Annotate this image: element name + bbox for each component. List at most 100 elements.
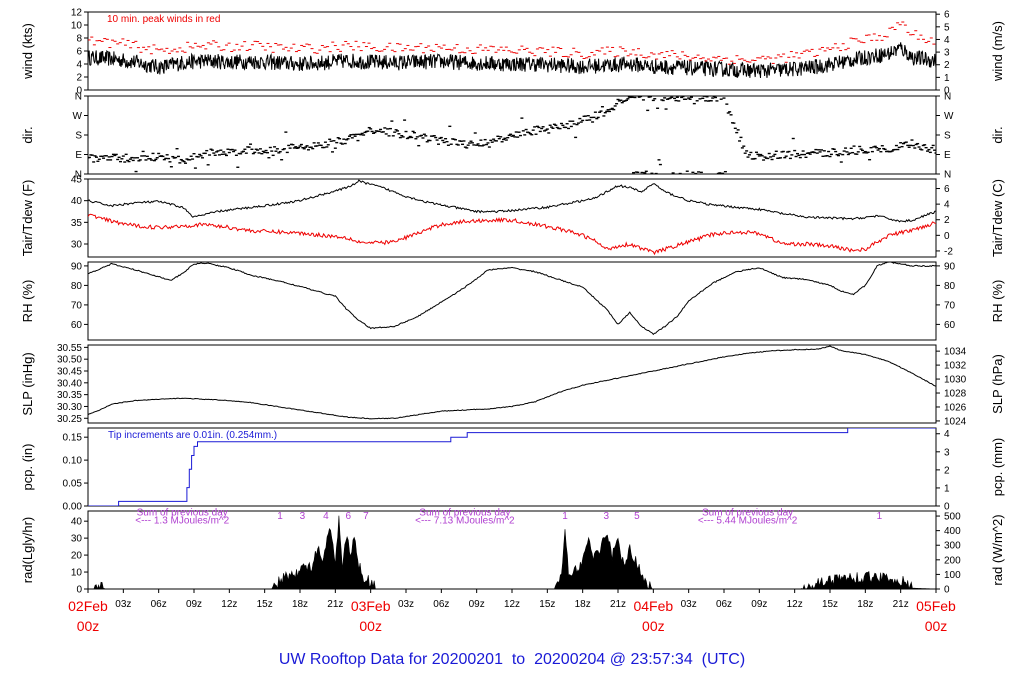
right-tick-label: 1028 [944,389,967,400]
x-day-label: 03Feb [351,598,391,614]
x-day-hour-label: 00z [642,618,665,634]
left-tick-label: 30.55 [57,343,82,354]
right-tick-label: 6 [944,10,950,21]
series-slp [88,345,936,420]
footer-end-date: 20200204 [534,651,606,668]
right-tick-label: 0 [944,585,950,596]
right-tick-label: 2 [944,465,950,476]
series-group [88,345,936,420]
right-tick-label: 6 [944,184,950,195]
right-axis-label: rad (W/m^2) [990,514,1005,585]
left-axis-label: pcp. (in) [20,444,35,491]
radiation-sum-note: <--- 7.13 MJoules/m^2 [415,515,515,526]
x-tick-label: 21z [893,599,909,610]
right-tick-label: 1026 [944,402,967,413]
radiation-sum-note: Sum of previous day [137,508,228,519]
right-tick-label: 0 [944,502,950,513]
right-axis-label: pcp. (mm) [990,438,1005,497]
right-tick-label: 1030 [944,375,967,386]
x-day-hour-label: 00z [359,618,382,634]
panel-note: Tip increments are 0.01in. (0.254mm.) [108,430,277,441]
left-axis-label: SLP (inHg) [20,352,35,415]
x-tick-label: 15z [822,599,838,610]
x-tick-label: 15z [257,599,273,610]
footer-time: 23:57:34 [630,651,693,668]
left-tick-label: 0 [76,585,82,596]
x-axis: 02Feb 00z 03z 06z 09z 12z 15z 18z 21z 03Feb 00z 03z… [68,589,956,634]
right-tick-label: 3 [944,447,950,458]
series-group [88,179,936,256]
hour-marker: 7 [363,511,369,522]
right-tick-label: 5 [944,22,950,33]
radiation-sum-note: <--- 1.3 MJoules/m^2 [135,515,229,526]
right-axis-label: RH (%) [990,280,1005,323]
x-tick-label: 09z [186,599,202,610]
x-tick-label: 12z [504,599,520,610]
panel-pcp: 0.00 0.05 0.10 0.15 0 1 2 3 4 pcp. (in) pcp. (mm) T… [20,427,1005,513]
x-tick-label: 18z [575,599,591,610]
right-axis-label: wind (m/s) [990,21,1005,82]
left-tick-label: 2 [76,73,82,84]
left-tick-label: 30.25 [57,414,82,425]
series-solar-radiation [88,515,936,589]
right-axis-label: dir. [990,126,1005,143]
right-tick-label: 200 [944,555,961,566]
footer-to: to [511,651,526,668]
series-group [88,21,936,79]
panel-frame [87,178,937,258]
x-tick-label: 21z [327,599,343,610]
right-tick-label: 1 [944,483,950,494]
right-axis-label: SLP (hPa) [990,354,1005,414]
left-tick-label: S [75,131,82,142]
x-tick-label: 03z [398,599,414,610]
left-tick-label: 0.00 [63,502,83,513]
x-tick-label: 06z [433,599,449,610]
x-tick-label: 06z [716,599,732,610]
footer-zone: (UTC) [701,651,746,668]
panel-frame [87,344,937,424]
right-tick-label: 1 [944,73,950,84]
hour-marker: 3 [603,511,609,522]
right-tick-label: N [944,92,951,103]
right-tick-label: 0 [944,86,950,97]
series-tair [88,179,936,223]
right-tick-label: 400 [944,526,961,537]
right-tick-label: 500 [944,512,961,523]
series-tdew [88,213,936,256]
left-tick-label: 0.15 [63,433,83,444]
right-axis-label: Tair/Tdew (C) [990,179,1005,257]
right-tick-label: 4 [944,35,950,46]
right-tick-label: 1032 [944,361,967,372]
hour-marker: 3 [300,511,306,522]
right-tick-label: 2 [944,215,950,226]
left-axis-label: wind (kts) [20,23,35,80]
x-tick-label: 03z [681,599,697,610]
panel-rh: 60 70 80 90 60 70 80 90 RH (%) RH (%) [20,261,1005,341]
left-tick-label: 0 [76,86,82,97]
x-tick-label: 12z [221,599,237,610]
right-tick-label: W [944,111,954,122]
right-tick-label: N [944,170,951,181]
right-tick-label: -2 [944,246,953,257]
left-tick-label: 8 [76,34,82,45]
right-tick-label: 1024 [944,416,967,427]
right-tick-label: S [944,131,951,142]
right-tick-label: 80 [944,281,956,292]
hour-marker: 1 [877,511,883,522]
footer-start-date: 20200201 [431,651,503,668]
left-tick-label: 10 [71,21,83,32]
left-tick-label: E [75,150,82,161]
left-tick-label: 60 [71,320,83,331]
left-tick-label: 4 [76,60,82,71]
left-tick-label: 6 [76,47,82,58]
right-tick-label: 100 [944,570,961,581]
right-tick-label: 0 [944,231,950,242]
left-tick-label: 45 [71,175,83,186]
x-tick-label: 09z [469,599,485,610]
radiation-sum-note: Sum of previous day [419,508,510,519]
x-tick-label: 03z [115,599,131,610]
